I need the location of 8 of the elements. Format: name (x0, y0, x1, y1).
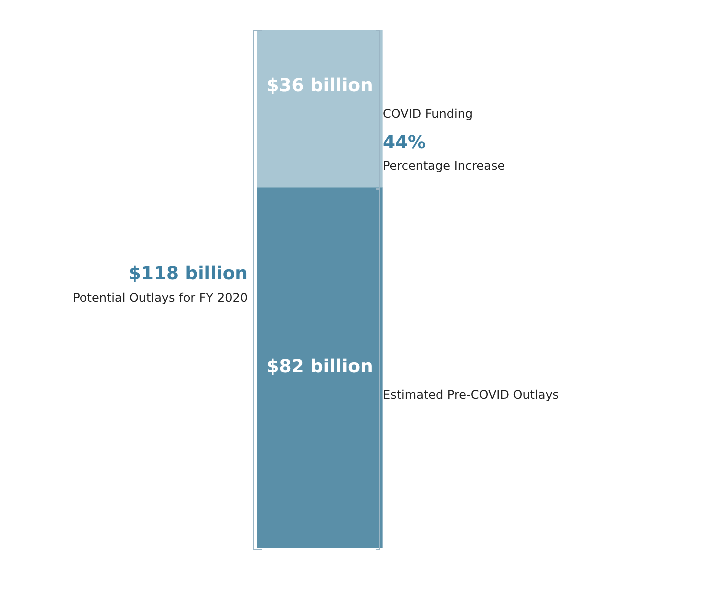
text: Potential Outlays for FY 2020 (73, 291, 248, 306)
text: Percentage Increase (383, 159, 506, 174)
series-label: COVID Funding (383, 107, 474, 122)
data-label: $36 billion (266, 76, 374, 97)
text: 44% (383, 132, 426, 154)
total-label: $118 billion (128, 264, 248, 285)
series-label: Estimated Pre-COVID Outlays (383, 388, 560, 402)
data-label: $82 billion (266, 356, 374, 378)
